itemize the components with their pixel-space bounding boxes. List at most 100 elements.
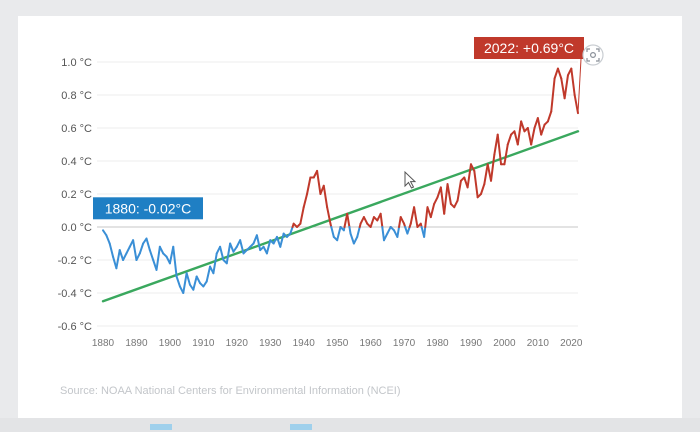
series-segment (429, 202, 436, 219)
series-segment (192, 275, 198, 291)
series-segment (446, 183, 452, 205)
strip-mark-left (150, 424, 172, 430)
series-segment (195, 275, 202, 285)
series-segment (118, 249, 125, 261)
series-segment (453, 199, 459, 209)
series-segment (563, 74, 569, 100)
source-note: Source: NOAA National Centers for Enviro… (60, 385, 401, 397)
series-segment (148, 249, 155, 261)
series-segment (381, 226, 385, 242)
series-segment (132, 239, 138, 261)
y-tick-label: 0.8 °C (61, 90, 92, 102)
series-segment (105, 234, 111, 245)
series-segment (423, 226, 427, 238)
series-segment (469, 163, 476, 172)
page-bottom-strip (0, 418, 700, 432)
series-segment (406, 226, 411, 235)
series-segment (125, 245, 131, 255)
series-segment (409, 206, 416, 225)
series-segment (526, 127, 533, 146)
series-segment (145, 237, 151, 252)
series-segment (473, 169, 479, 199)
series-segment (362, 216, 369, 225)
series-segment (115, 249, 121, 270)
series-segment (520, 120, 526, 133)
series-segment (479, 183, 486, 195)
series-segment (540, 123, 546, 136)
series-segment (439, 186, 446, 215)
y-tick-label: -0.6 °C (58, 321, 92, 333)
annotations-group: 1880: -0.02°C 2022: +0.69°C (93, 37, 584, 220)
x-tick-label: 1990 (460, 338, 483, 349)
series-segment (108, 242, 115, 258)
series-segment (316, 169, 322, 195)
series-segment (135, 252, 141, 261)
series-segment (560, 77, 566, 100)
series-segment (336, 226, 342, 242)
annotation-leader (577, 58, 582, 114)
series-segment (205, 265, 212, 283)
series-segment (356, 226, 361, 238)
y-axis-ticks: 1.0 °C 0.8 °C 0.6 °C 0.4 °C 0.2 °C 0.0 °C -0.2… (58, 57, 92, 333)
y-tick-label: 0.6 °C (61, 123, 92, 135)
x-tick-label: 1970 (393, 338, 416, 349)
series-segment (265, 239, 272, 255)
series-segment (138, 242, 145, 255)
series-segment (225, 242, 232, 265)
y-tick-label: -0.4 °C (58, 288, 92, 300)
y-tick-label: 1.0 °C (61, 57, 92, 69)
series-segment (352, 235, 359, 245)
screenshot-icon[interactable] (582, 44, 604, 66)
series-segment (175, 275, 181, 288)
series-segment (399, 216, 406, 225)
x-tick-label: 2000 (493, 338, 516, 349)
trend-line-group (101, 130, 580, 303)
series-segment (326, 206, 332, 225)
series-segment (483, 163, 489, 186)
series-segment (546, 110, 553, 123)
series-segment (570, 67, 576, 96)
series-segment (122, 252, 128, 261)
series-segment (386, 226, 392, 235)
trend-line (101, 130, 580, 303)
series-segment (369, 216, 375, 228)
grid-lines (97, 61, 578, 327)
series-segment (219, 245, 225, 261)
x-tick-label: 1880 (92, 338, 115, 349)
series-segment (239, 239, 245, 255)
x-tick-label: 1900 (159, 338, 182, 349)
annotation-box (93, 197, 203, 220)
x-tick-label: 1890 (125, 338, 148, 349)
annotation-label: 2022: +0.69°C (484, 40, 574, 56)
series-segment (212, 252, 218, 275)
series-segment (506, 133, 513, 146)
series-segment (573, 94, 579, 115)
series-segment (516, 120, 523, 146)
series-segment (553, 67, 559, 80)
x-tick-label: 1960 (359, 338, 382, 349)
annotation-label: 1880: -0.02°C (105, 200, 192, 216)
series-segment (456, 179, 462, 202)
y-tick-label: 0.0 °C (61, 222, 92, 234)
series-segment (503, 143, 509, 166)
series-segment (255, 234, 262, 252)
series-segment (346, 212, 351, 228)
annotation-box (474, 37, 584, 59)
x-tick-label: 1980 (426, 338, 449, 349)
series-segment (396, 226, 401, 238)
series-segment (302, 193, 309, 209)
series-segment (382, 232, 389, 242)
y-tick-label: 0.4 °C (61, 156, 92, 168)
series-segment (349, 232, 355, 245)
y-tick-label: -0.2 °C (58, 255, 92, 267)
series-segment (443, 183, 449, 215)
series-segment (556, 67, 563, 80)
x-tick-label: 1910 (192, 338, 215, 349)
y-tick-label: 0.2 °C (61, 189, 92, 201)
series-segment (155, 245, 161, 271)
series-segment (379, 212, 384, 228)
x-tick-label: 1920 (226, 338, 249, 349)
series-segment (413, 206, 419, 228)
series-segment (185, 272, 191, 286)
x-tick-label: 2010 (527, 338, 550, 349)
